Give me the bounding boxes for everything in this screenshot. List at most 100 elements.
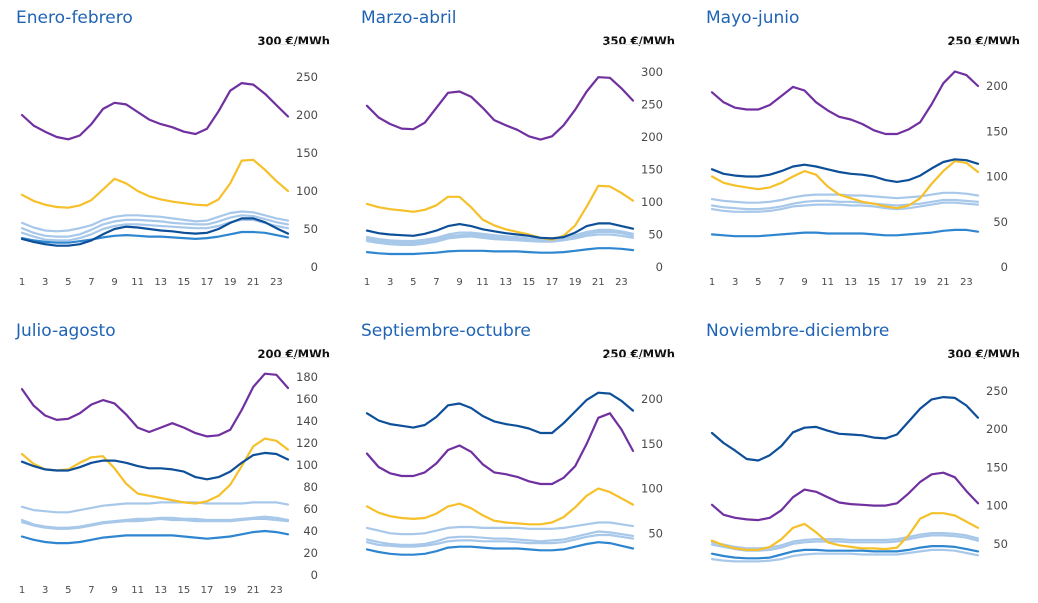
chart-title: Marzo-abril: [361, 8, 457, 28]
series-line-yellow: [365, 487, 635, 526]
x-tick-label: 23: [270, 277, 283, 288]
y-tick-label: 200: [296, 108, 318, 122]
y-tick-label: 50: [303, 222, 318, 236]
y-tick-label: 100: [296, 184, 318, 198]
x-tick-label: 3: [732, 277, 738, 288]
line-chart: 0501001502001357911131517192123Horas: [709, 70, 1008, 288]
x-tick-label: 9: [111, 585, 117, 596]
series-line-medblue: [710, 545, 980, 560]
y-tick-label: 40: [303, 524, 318, 538]
series-line-medblue: [365, 541, 635, 556]
chart-title: Julio-agosto: [16, 321, 116, 341]
line-chart: 0501001502002503001357911131517192123Hor…: [364, 65, 663, 288]
y-tick-label: 100: [641, 482, 663, 496]
chart-title: Septiembre-octubre: [361, 321, 531, 341]
y-tick-label: 180: [296, 370, 318, 384]
chart-panel-mayo-junio: Mayo-junio 250 €/MWh 0 50 100 150 200 1 3 5 7 9 11…: [690, 0, 1020, 288]
title-separator: [607, 357, 675, 358]
series-line-lightblue: [20, 517, 290, 530]
series-line-lightblue: [710, 548, 980, 563]
x-tick-label: 17: [546, 277, 559, 288]
series-line-yellow: [20, 158, 290, 209]
chart-panel-septiembre-octubre: Septiembre-octubre 250 €/MWh 50 100 150 200: [345, 313, 675, 601]
series-line-lightblue: [365, 530, 635, 546]
x-tick-label: 7: [778, 277, 784, 288]
chart-panel-enero-febrero: Enero-febrero 300 €/MWh 0 50 100 150 200 250 1…: [0, 0, 330, 288]
y-tick-label: 200: [986, 79, 1008, 93]
x-tick-label: 1: [19, 277, 25, 288]
y-tick-label: 250: [641, 98, 663, 112]
y-tick-label: 300: [641, 65, 663, 79]
title-separator: [952, 44, 1020, 45]
title-separator: [272, 44, 330, 45]
series-line-lightblue: [710, 198, 980, 211]
x-tick-label: 5: [410, 277, 416, 288]
x-tick-label: 1: [364, 277, 370, 288]
y-tick-label: 150: [986, 124, 1008, 138]
y-tick-label: 250: [986, 384, 1008, 398]
y-tick-label: 250: [296, 70, 318, 84]
x-tick-label: 15: [178, 277, 191, 288]
y-tick-label: 50: [648, 526, 663, 540]
title-separator: [272, 357, 330, 358]
y-tick-label: 0: [1001, 260, 1008, 274]
x-tick-label: 21: [937, 277, 950, 288]
series-line-purple: [365, 412, 635, 486]
y-tick-label: 60: [303, 502, 318, 516]
chart-panel-noviembre-diciembre: Noviembre-diciembre 300 €/MWh 50 100 150 20…: [690, 313, 1020, 601]
series-line-yellow: [365, 184, 635, 241]
chart-title: Enero-febrero: [16, 8, 133, 28]
series-line-darkblue: [20, 451, 290, 481]
x-tick-label: 9: [801, 277, 807, 288]
x-tick-label: 11: [476, 277, 489, 288]
series-line-purple: [710, 70, 980, 136]
y-tick-label: 150: [986, 460, 1008, 474]
series-line-purple: [20, 372, 290, 438]
x-tick-label: 11: [131, 585, 144, 596]
x-tick-label: 7: [433, 277, 439, 288]
x-tick-label: 5: [65, 277, 71, 288]
series-line-darkblue: [710, 158, 980, 183]
x-tick-label: 11: [131, 277, 144, 288]
x-tick-label: 15: [523, 277, 536, 288]
x-tick-label: 17: [201, 585, 214, 596]
x-tick-label: 13: [154, 277, 167, 288]
series-line-lightblue: [365, 228, 635, 243]
x-tick-label: 9: [456, 277, 462, 288]
series-line-purple: [365, 76, 635, 141]
x-tick-label: 13: [154, 585, 167, 596]
x-tick-label: 3: [387, 277, 393, 288]
series-line-lightblue: [365, 533, 635, 548]
y-tick-label: 0: [311, 260, 318, 274]
chart-title: Noviembre-diciembre: [706, 321, 890, 341]
y-tick-label: 0: [311, 568, 318, 582]
series-line-purple: [20, 81, 290, 141]
x-tick-label: 15: [178, 585, 191, 596]
x-tick-label: 13: [844, 277, 857, 288]
chart-title: Mayo-junio: [706, 8, 800, 28]
y-tick-label: 200: [641, 392, 663, 406]
x-tick-label: 23: [960, 277, 973, 288]
x-tick-label: 21: [247, 277, 260, 288]
y-tick-label: 160: [296, 392, 318, 406]
x-tick-label: 1: [19, 585, 25, 596]
y-tick-label: 150: [641, 437, 663, 451]
x-tick-label: 19: [569, 277, 582, 288]
line-chart: 0501001502002501357911131517192123Horas: [19, 70, 318, 288]
series-line-darkblue: [365, 391, 635, 435]
chart-panel-marzo-abril: Marzo-abril 350 €/MWh 0 50 100 150 200 250 300…: [345, 0, 675, 288]
y-tick-label: 80: [303, 480, 318, 494]
x-tick-label: 13: [499, 277, 512, 288]
x-tick-label: 19: [224, 585, 237, 596]
y-tick-label: 140: [296, 414, 318, 428]
y-tick-label: 100: [296, 458, 318, 472]
y-tick-label: 100: [986, 170, 1008, 184]
series-line-medblue: [710, 228, 980, 238]
x-tick-label: 19: [914, 277, 927, 288]
series-line-medblue: [20, 230, 290, 244]
x-tick-label: 1: [709, 277, 715, 288]
series-line-lightblue: [20, 214, 290, 238]
x-tick-label: 3: [42, 277, 48, 288]
x-tick-label: 11: [821, 277, 834, 288]
